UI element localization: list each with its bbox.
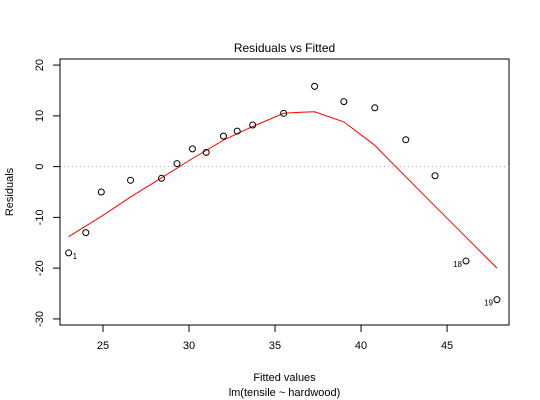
y-tick-label: -10	[34, 209, 46, 225]
y-tick-label: 20	[34, 59, 46, 71]
x-tick-label: 35	[269, 340, 281, 352]
residual-point	[82, 229, 90, 237]
point-label: 18	[453, 260, 462, 269]
x-axis-label: Fitted values	[253, 372, 316, 384]
y-tick-label: -20	[34, 260, 46, 276]
residual-point	[402, 136, 410, 144]
y-tick-label: 10	[34, 110, 46, 122]
residual-point	[97, 188, 105, 196]
x-tick-label: 30	[183, 340, 195, 352]
point-label: 19	[484, 299, 493, 308]
residual-point	[249, 121, 257, 129]
point-labels: 1 18 19	[73, 252, 494, 308]
y-axis: -30 -20 -10 0 10 20	[34, 59, 61, 327]
point-label: 1	[73, 252, 78, 261]
y-tick-label: 0	[34, 164, 46, 170]
residual-points	[65, 82, 501, 304]
smoother-line	[68, 111, 498, 269]
residual-point	[173, 160, 181, 168]
residual-point	[233, 127, 241, 135]
x-axis: 25 30 35 40 45	[97, 324, 453, 352]
x-tick-label: 45	[441, 340, 453, 352]
model-formula-label: lm(tensile ~ hardwood)	[229, 387, 341, 399]
residual-point	[65, 249, 73, 257]
residual-point	[157, 174, 165, 182]
plot-frame	[59, 58, 510, 326]
residual-point	[202, 148, 210, 156]
residual-point	[371, 104, 379, 112]
residual-point	[493, 296, 501, 304]
residual-point	[462, 257, 470, 265]
residual-point	[280, 109, 288, 117]
residual-point	[188, 145, 196, 153]
residual-point	[311, 82, 319, 90]
x-tick-label: 25	[97, 340, 109, 352]
residual-point	[127, 176, 135, 184]
residual-point	[219, 132, 227, 140]
chart-title: Residuals vs Fitted	[234, 41, 335, 55]
y-axis-label: Residuals	[4, 167, 16, 216]
residual-point	[340, 98, 348, 106]
y-tick-label: -30	[34, 311, 46, 327]
x-tick-label: 40	[355, 340, 367, 352]
residual-point	[431, 172, 439, 180]
